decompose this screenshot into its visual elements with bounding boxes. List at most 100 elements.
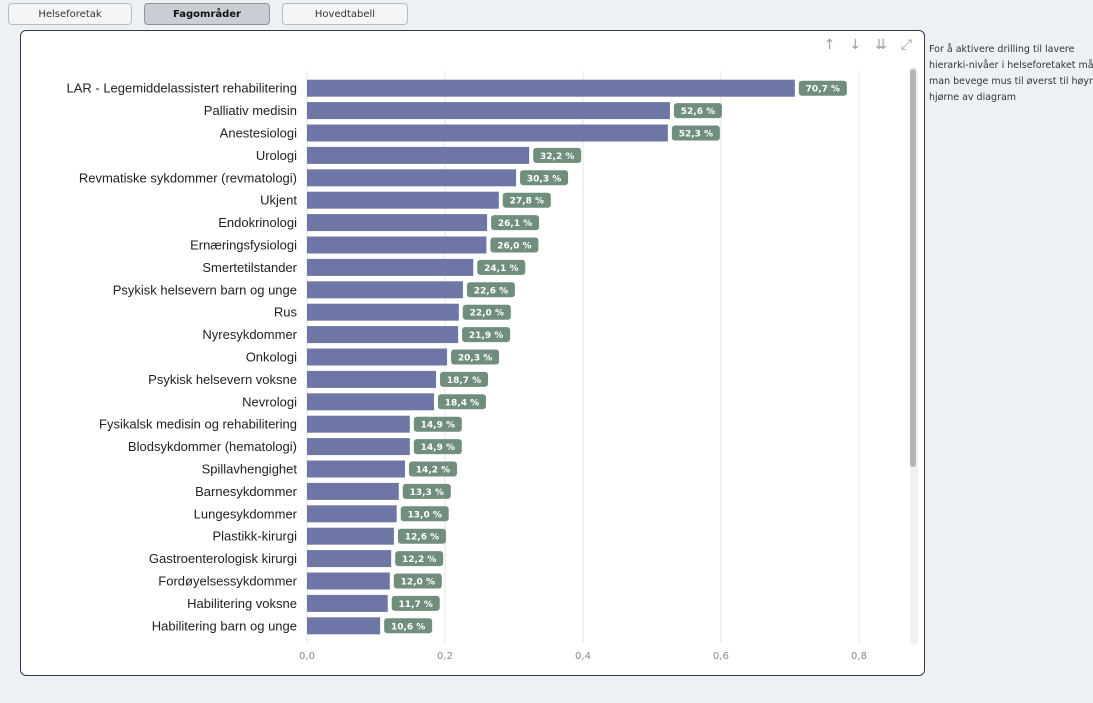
data-label: 14,2 % xyxy=(416,466,450,476)
data-label: 22,6 % xyxy=(474,286,508,296)
bar[interactable] xyxy=(307,438,410,456)
data-label-background xyxy=(413,439,462,455)
bar[interactable] xyxy=(307,572,390,590)
bar[interactable] xyxy=(307,102,670,120)
category-label: Ukjent xyxy=(260,193,297,208)
category-label: Psykisk helsevern voksne xyxy=(148,372,297,387)
category-label: Spillavhengighet xyxy=(202,462,298,477)
category-label: Smertetilstander xyxy=(202,260,297,275)
arrow-down-icon[interactable]: ↓ xyxy=(849,37,862,53)
data-label: 52,6 % xyxy=(681,107,715,117)
category-label: Habilitering voksne xyxy=(187,596,297,611)
category-label: Gastroenterologisk kirurgi xyxy=(149,551,297,566)
data-label-background xyxy=(384,618,433,634)
bar[interactable] xyxy=(307,617,381,635)
data-label: 26,1 % xyxy=(498,219,532,229)
category-label: LAR - Legemiddelassistert rehabilitering xyxy=(66,81,297,96)
tab-bar: Helseforetak Fagområder Hovedtabell xyxy=(8,3,408,25)
tab-fagomrader[interactable]: Fagområder xyxy=(144,3,270,25)
bar[interactable] xyxy=(307,594,388,612)
bar[interactable] xyxy=(307,550,392,568)
data-label-background xyxy=(402,483,451,499)
category-label: Habilitering barn og unge xyxy=(152,618,297,633)
category-label: Barnesykdommer xyxy=(195,484,298,499)
data-label: 21,9 % xyxy=(469,331,503,341)
data-label: 12,2 % xyxy=(402,555,436,565)
category-label: Ernæringsfysiologi xyxy=(190,238,297,253)
bar[interactable] xyxy=(307,393,434,411)
category-label: Rus xyxy=(274,305,298,320)
category-label: Blodsykdommer (hematologi) xyxy=(128,439,297,454)
bar[interactable] xyxy=(307,505,397,523)
bar[interactable] xyxy=(307,169,517,187)
data-label-background xyxy=(440,371,489,387)
data-label: 70,7 % xyxy=(806,85,840,95)
data-label: 22,0 % xyxy=(470,309,504,319)
chart-scrollbar-thumb[interactable] xyxy=(910,69,916,467)
data-label: 18,4 % xyxy=(445,398,479,408)
data-label-background xyxy=(673,103,722,119)
bar[interactable] xyxy=(307,303,459,321)
data-label: 13,0 % xyxy=(408,510,442,520)
category-label: Psykisk helsevern barn og unge xyxy=(113,282,297,297)
data-label-background xyxy=(462,304,511,320)
data-label-background xyxy=(397,528,446,544)
x-tick-label: 0,0 xyxy=(299,651,315,662)
bar[interactable] xyxy=(307,236,487,254)
bar[interactable] xyxy=(307,258,474,276)
bar[interactable] xyxy=(307,326,459,344)
data-label-background xyxy=(798,80,847,96)
category-label: Plastikk-kirurgi xyxy=(212,529,297,544)
chart-panel: ↑ ↓ ⇊ ⤢ 0,0 0,2 0,4 0,6 0,8 LAR - Legemiddela… xyxy=(20,30,925,676)
data-label-background xyxy=(462,327,511,343)
bar[interactable] xyxy=(307,146,530,164)
bar[interactable] xyxy=(307,370,437,388)
bar[interactable] xyxy=(307,79,795,97)
bar-chart: 0,0 0,2 0,4 0,6 0,8 LAR - Legemiddelassistert… xyxy=(66,71,867,662)
category-label: Nyresykdommer xyxy=(202,327,297,342)
category-label: Lungesykdommer xyxy=(194,506,298,521)
bar[interactable] xyxy=(307,482,399,500)
data-label: 18,7 % xyxy=(447,376,481,386)
bar[interactable] xyxy=(307,281,463,299)
data-label-background xyxy=(391,595,440,611)
bar[interactable] xyxy=(307,191,499,209)
data-label-background xyxy=(437,394,486,410)
expand-icon[interactable]: ⤢ xyxy=(900,37,912,53)
data-label-background xyxy=(491,215,540,231)
category-label: Fordøyelsessykdommer xyxy=(158,574,297,589)
bar[interactable] xyxy=(307,415,410,433)
visual-toolbar: ↑ ↓ ⇊ ⤢ xyxy=(824,37,912,53)
data-label-background xyxy=(477,259,526,275)
data-label-background xyxy=(413,416,462,432)
data-label-background xyxy=(408,461,457,477)
bar[interactable] xyxy=(307,214,488,232)
tab-helseforetak[interactable]: Helseforetak xyxy=(8,3,132,25)
category-label: Anestesiologi xyxy=(220,126,297,141)
data-label: 32,2 % xyxy=(540,152,574,162)
data-label: 27,8 % xyxy=(510,197,544,207)
double-arrow-down-icon[interactable]: ⇊ xyxy=(875,37,887,53)
arrow-up-icon[interactable]: ↑ xyxy=(823,37,836,53)
category-label: Endokrinologi xyxy=(218,215,297,230)
data-label: 14,9 % xyxy=(421,421,455,431)
bar[interactable] xyxy=(307,460,405,478)
data-label-background xyxy=(671,125,720,141)
data-label-background xyxy=(533,147,582,163)
data-label: 12,0 % xyxy=(401,578,435,588)
bar[interactable] xyxy=(307,348,448,366)
data-label: 52,3 % xyxy=(679,130,713,140)
data-label: 10,6 % xyxy=(391,622,425,632)
data-label: 11,7 % xyxy=(399,600,433,610)
data-label-background xyxy=(466,282,515,298)
x-tick-label: 0,4 xyxy=(575,651,591,662)
bar[interactable] xyxy=(307,527,394,545)
bar[interactable] xyxy=(307,124,668,142)
x-tick-label: 0,6 xyxy=(713,651,729,662)
data-label-background xyxy=(451,349,500,365)
data-label-background xyxy=(393,573,442,589)
data-label: 30,3 % xyxy=(527,174,561,184)
data-label-background xyxy=(490,237,539,253)
drilling-note: For å aktivere drilling til lavere hiera… xyxy=(929,44,1093,103)
tab-hovedtabell[interactable]: Hovedtabell xyxy=(282,3,408,25)
